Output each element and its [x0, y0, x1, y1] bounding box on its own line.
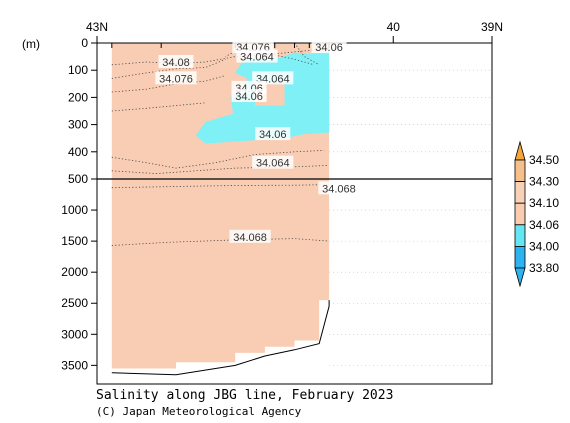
y-tick-label: 2500: [61, 296, 88, 310]
colorbar-segment: [514, 202, 526, 226]
contour-label-bg: [311, 40, 347, 54]
contour-label: 34.068: [322, 183, 356, 195]
contour-label-bg: [158, 55, 194, 69]
colorbar-label: 34.06: [529, 218, 559, 232]
x-tick-label: 39N: [481, 20, 503, 34]
colorbar-segment: [514, 181, 526, 204]
contour-label: 34.064: [240, 52, 274, 64]
colorbar-segment: [514, 159, 526, 183]
salinity-fresh-fill: [195, 51, 330, 144]
y-tick-label: 1500: [61, 234, 88, 248]
y-tick-label: 3000: [61, 327, 88, 341]
x-tick-label: 40: [387, 20, 401, 34]
contour-label: 34.06: [315, 42, 343, 54]
contour-label-bg: [229, 229, 271, 243]
contour-line: [111, 102, 206, 112]
x-tick-label: 43N: [86, 20, 108, 34]
y-axis-label: (m): [22, 37, 40, 51]
grid-lines: [329, 69, 492, 366]
colorbar-label: 34.30: [529, 175, 559, 189]
colorbar-segment: [514, 245, 526, 269]
contour-line: [264, 43, 315, 66]
x-axis-ticks: 43N 40 39N: [86, 20, 503, 48]
y-axis-ticks: 0 100 200 300 400 500 1000 1500 2000 2500 3000 3500: [61, 36, 97, 372]
y-tick-label: 200: [68, 90, 88, 104]
y-tick-label: 400: [68, 145, 88, 159]
contour-label-bg: [255, 127, 291, 141]
contour-line: [111, 150, 325, 169]
colorbar-label: 34.10: [529, 196, 559, 210]
colorbar-label: 33.80: [529, 261, 559, 275]
contour-label: 34.06: [235, 91, 263, 103]
contour-label-bg: [231, 89, 267, 103]
contour-label: 34.076: [159, 73, 193, 85]
contour-label: 34.068: [233, 232, 267, 244]
y-tick-label: 100: [68, 63, 88, 77]
y-tick-label: 0: [81, 36, 88, 50]
colorbar-label: 34.00: [529, 239, 559, 253]
contour-label: 34.06: [259, 129, 287, 141]
bottom-topography: [111, 300, 330, 376]
contour-label: 34.064: [256, 158, 290, 170]
colorbar-arrow-top: [514, 140, 526, 161]
chart-title: Salinity along JBG line, February 2023: [96, 388, 394, 403]
y-tick-label: 500: [68, 172, 88, 186]
colorbar-segment: [514, 224, 526, 247]
contour-line: [294, 43, 320, 66]
y-tick-label: 300: [68, 118, 88, 132]
colorbar-arrow-bottom: [514, 267, 526, 288]
y-tick-label: 1000: [61, 203, 88, 217]
y-tick-label: 2000: [61, 265, 88, 279]
colorbar: 34.50 34.30 34.10 34.06 34.00 33.80: [514, 140, 559, 288]
contour-line: [225, 43, 241, 57]
contour-label-bg: [155, 71, 197, 85]
contour-label: 34.08: [162, 57, 190, 69]
chart-credit: (C) Japan Meteorological Agency: [96, 405, 302, 418]
y-tick-label: 3500: [61, 358, 88, 372]
contour-label-bg: [236, 49, 278, 63]
contour-label-bg: [252, 155, 294, 169]
contour-line: [111, 184, 330, 189]
colorbar-label: 34.50: [529, 153, 559, 167]
contour-line: [111, 58, 226, 79]
section-fill: [111, 43, 330, 369]
contour-label-bg: [318, 181, 360, 195]
